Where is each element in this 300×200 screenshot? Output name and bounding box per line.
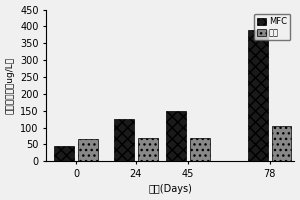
Bar: [78, 139, 98, 161]
Bar: [272, 126, 292, 161]
X-axis label: 时间(Days): 时间(Days): [148, 184, 192, 194]
Bar: [138, 138, 158, 161]
Bar: [54, 146, 74, 161]
Y-axis label: 溢离子浓度（ug/L）: 溢离子浓度（ug/L）: [6, 57, 15, 114]
Bar: [166, 111, 186, 161]
Bar: [114, 119, 134, 161]
Bar: [190, 138, 210, 161]
Bar: [248, 30, 268, 161]
Legend: MFC, 对照: MFC, 对照: [254, 14, 290, 40]
